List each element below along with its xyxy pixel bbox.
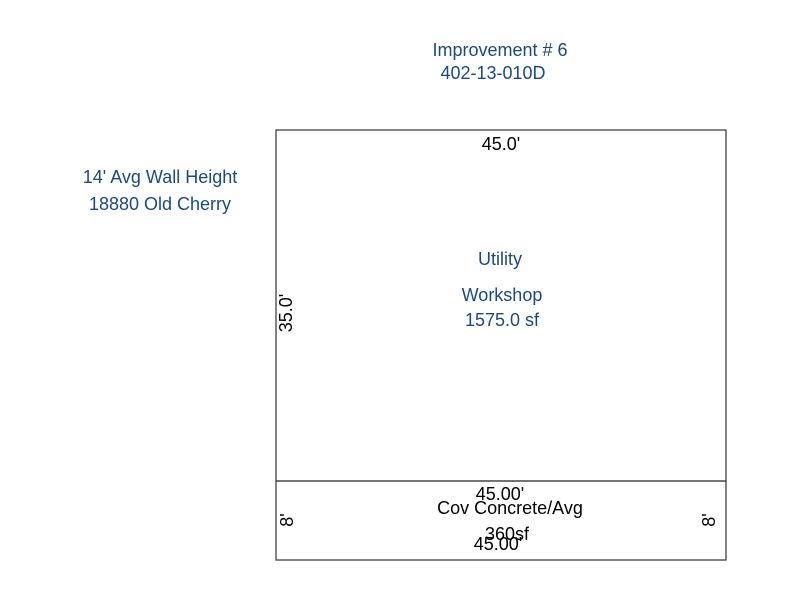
area-label: Workshop [462,285,543,305]
dimension: 8' [699,513,719,526]
title: Improvement # 6 [432,40,567,60]
dimension: 45.00' [474,534,522,554]
area-size: 1575.0 sf [465,310,540,330]
dimension: 45.0' [482,134,520,154]
note: 18880 Old Cherry [89,194,231,214]
area-size: 360sf [485,524,530,544]
area-label: Utility [478,249,522,269]
note: 14' Avg Wall Height [83,167,238,187]
dimension: 45.00' [476,484,524,504]
workshop-outline [275,129,727,482]
concrete-outline [275,480,727,561]
parcel: 402-13-010D [440,63,545,83]
dimension: 8' [277,513,297,526]
area-label: Cov Concrete/Avg [437,498,583,518]
dimension: 35.0' [276,294,296,332]
